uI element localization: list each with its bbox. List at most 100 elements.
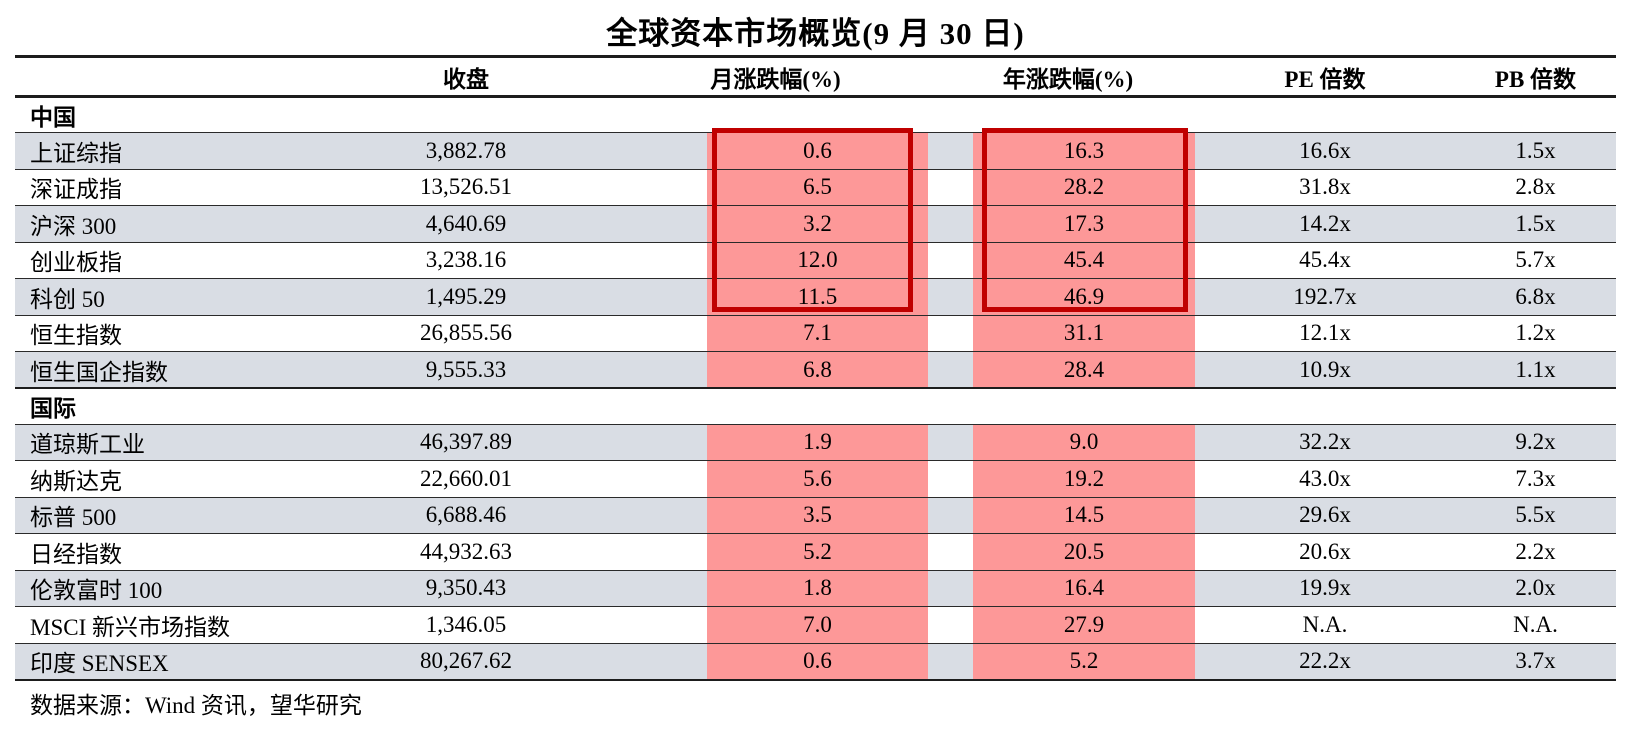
- spacer-cell: [582, 424, 707, 461]
- monthly-change-value: 1.8: [707, 570, 928, 607]
- monthly-change-value: 7.1: [707, 315, 928, 352]
- spacer-cell: [582, 351, 707, 388]
- close-value: 6,688.46: [350, 497, 582, 534]
- pb-value: 2.8x: [1515, 174, 1556, 200]
- yearly-change-value: 14.5: [973, 497, 1195, 534]
- index-name: 上证综指: [15, 132, 350, 169]
- index-name: 创业板指: [30, 250, 122, 276]
- close-value: 4,640.69: [350, 205, 582, 242]
- header-monthly-change: 月涨跌幅(%): [710, 66, 841, 92]
- market-overview-table: 收盘 月涨跌幅(%) 年涨跌幅(%) PE 倍数 PB 倍数 中国 上证综指 3…: [15, 55, 1616, 681]
- index-name: 日经指数: [30, 541, 122, 567]
- pb-value: 3.7x: [1455, 643, 1616, 680]
- pe-value: 19.9x: [1195, 570, 1455, 607]
- close-value: 80,267.62: [350, 643, 582, 680]
- yearly-change-value: 45.4: [973, 242, 1195, 279]
- yearly-change-value: 31.1: [973, 315, 1195, 352]
- header-pb: PB 倍数: [1494, 66, 1577, 92]
- spacer-cell: [928, 351, 973, 388]
- monthly-change-value: 3.2: [707, 205, 928, 242]
- header-yearly-change: 年涨跌幅(%): [1002, 66, 1134, 92]
- yearly-change-value: 17.3: [973, 205, 1195, 242]
- pb-value: 1.5x: [1455, 205, 1616, 242]
- spacer-cell: [582, 607, 707, 644]
- pe-value: 22.2x: [1195, 643, 1455, 680]
- close-value: 3,238.16: [425, 247, 507, 273]
- table-row: 印度 SENSEX 80,267.62 0.6 5.2 22.2x 3.7x: [15, 643, 1616, 680]
- pe-value: 16.6x: [1195, 132, 1455, 169]
- spacer-cell: [928, 534, 973, 571]
- close-value: 26,855.56: [420, 320, 512, 346]
- pe-value: N.A.: [1302, 611, 1348, 637]
- header-close: 收盘: [443, 66, 489, 92]
- monthly-change-value: 7.0: [707, 606, 928, 643]
- spacer-cell: [928, 132, 973, 169]
- table-row: 深证成指 13,526.51 6.5 28.2 31.8x 2.8x: [15, 169, 1616, 206]
- pb-value: 9.2x: [1455, 424, 1616, 461]
- header-spacer: [928, 57, 973, 97]
- index-name: 深证成指: [30, 177, 122, 203]
- spacer-cell: [582, 461, 707, 498]
- pe-value: 12.1x: [1299, 320, 1351, 346]
- index-name: 伦敦富时 100: [15, 570, 350, 607]
- monthly-change-value: 6.5: [707, 169, 928, 206]
- table-row: 沪深 300 4,640.69 3.2 17.3 14.2x 1.5x: [15, 205, 1616, 242]
- pe-value: 14.2x: [1195, 205, 1455, 242]
- yearly-change-value: 27.9: [973, 606, 1195, 643]
- pb-value: 5.5x: [1455, 497, 1616, 534]
- pe-value: 192.7x: [1195, 278, 1455, 315]
- page-title: 全球资本市场概览(9 月 30 日): [606, 16, 1025, 51]
- yearly-change-value: 46.9: [973, 278, 1195, 315]
- spacer-cell: [928, 607, 973, 644]
- spacer-cell: [928, 315, 973, 352]
- spacer-cell: [582, 132, 707, 169]
- spacer-cell: [582, 497, 707, 534]
- index-name: 恒生国企指数: [15, 351, 350, 388]
- pe-value: 45.4x: [1299, 247, 1351, 273]
- table-row: 标普 500 6,688.46 3.5 14.5 29.6x 5.5x: [15, 497, 1616, 534]
- spacer-cell: [582, 242, 707, 279]
- monthly-change-value: 11.5: [707, 278, 928, 315]
- table-header-row: 收盘 月涨跌幅(%) 年涨跌幅(%) PE 倍数 PB 倍数: [15, 57, 1616, 97]
- close-value: 22,660.01: [420, 465, 512, 491]
- monthly-change-value: 0.6: [707, 132, 928, 169]
- monthly-change-value: 6.8: [707, 351, 928, 388]
- monthly-change-value: 1.9: [707, 424, 928, 461]
- pe-value: 31.8x: [1299, 174, 1351, 200]
- table-body: 中国 上证综指 3,882.78 0.6 16.3 16.6x 1.5x 深证成…: [15, 97, 1616, 680]
- spacer-cell: [928, 461, 973, 498]
- pb-value: 7.3x: [1515, 465, 1556, 491]
- pe-value: 20.6x: [1299, 538, 1351, 564]
- spacer-cell: [928, 278, 973, 315]
- yearly-change-value: 20.5: [973, 533, 1195, 570]
- close-value: 3,882.78: [350, 132, 582, 169]
- section-name: 中国: [30, 105, 76, 130]
- index-name: 印度 SENSEX: [15, 643, 350, 680]
- spacer-cell: [928, 643, 973, 680]
- monthly-change-value: 5.2: [707, 533, 928, 570]
- index-name: 纳斯达克: [30, 468, 122, 494]
- index-name: MSCI 新兴市场指数: [30, 614, 230, 640]
- index-name: 恒生指数: [30, 323, 122, 349]
- pe-value: 29.6x: [1195, 497, 1455, 534]
- yearly-change-value: 16.3: [973, 132, 1195, 169]
- header-index: [15, 57, 350, 97]
- close-value: 46,397.89: [350, 424, 582, 461]
- index-name: 标普 500: [15, 497, 350, 534]
- index-name: 道琼斯工业: [15, 424, 350, 461]
- spacer-cell: [582, 570, 707, 607]
- table-row: 上证综指 3,882.78 0.6 16.3 16.6x 1.5x: [15, 132, 1616, 169]
- spacer-cell: [928, 205, 973, 242]
- pb-value: 1.2x: [1515, 320, 1556, 346]
- section-header-row: 中国: [15, 97, 1616, 133]
- table-row: 恒生国企指数 9,555.33 6.8 28.4 10.9x 1.1x: [15, 351, 1616, 388]
- yearly-change-value: 9.0: [973, 424, 1195, 461]
- index-name: 沪深 300: [15, 205, 350, 242]
- pe-value: 32.2x: [1195, 424, 1455, 461]
- pb-value: 6.8x: [1455, 278, 1616, 315]
- close-value: 9,555.33: [350, 351, 582, 388]
- close-value: 1,495.29: [350, 278, 582, 315]
- pe-value: 10.9x: [1195, 351, 1455, 388]
- pb-value: 2.0x: [1455, 570, 1616, 607]
- spacer-cell: [928, 497, 973, 534]
